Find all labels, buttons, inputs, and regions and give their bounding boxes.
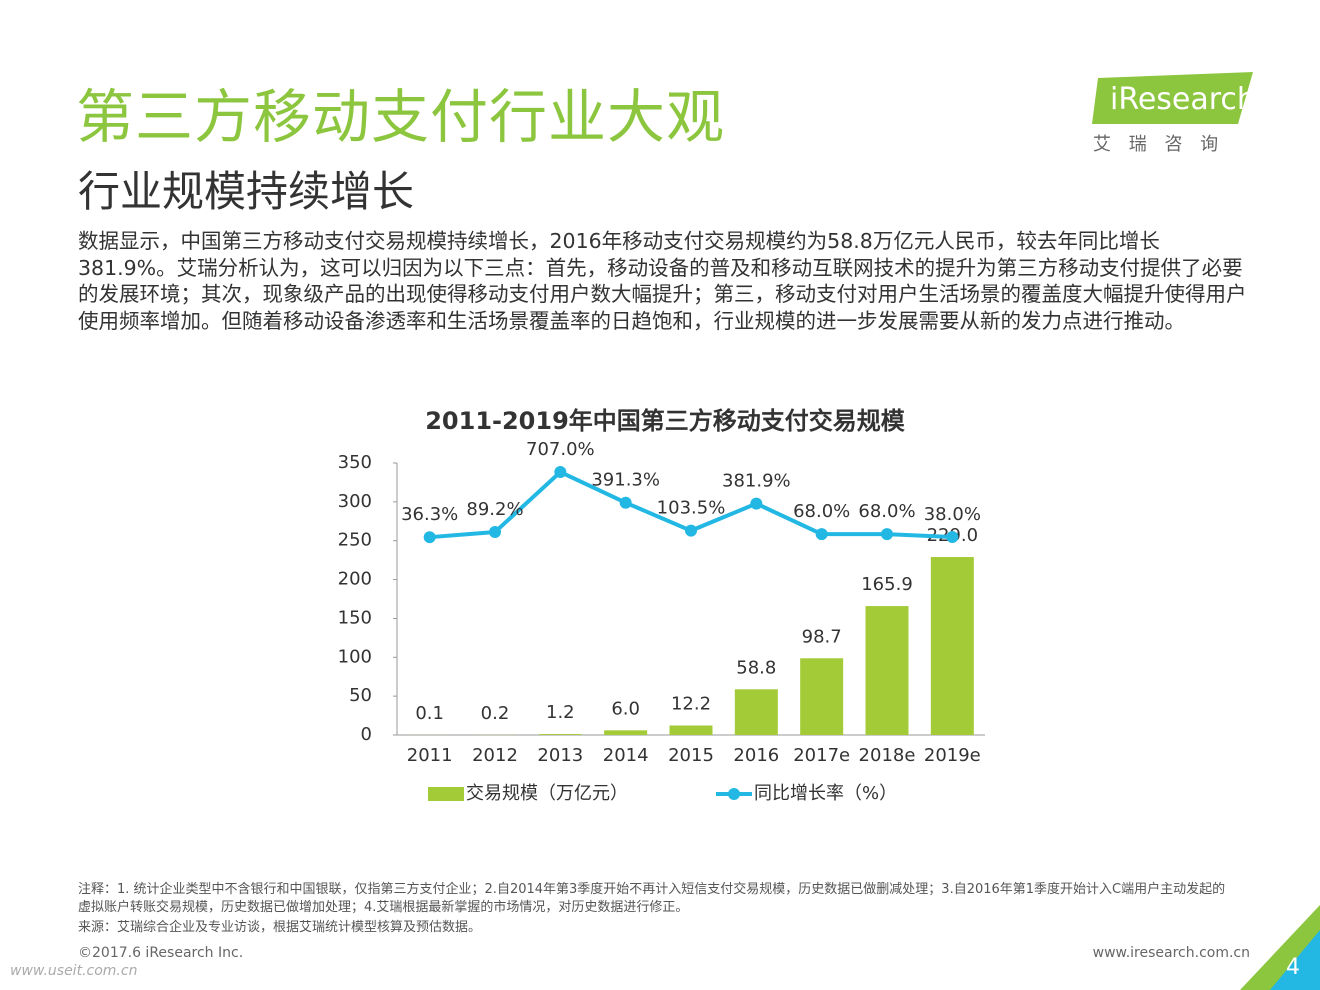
legend-swatch bbox=[728, 788, 740, 800]
x-tick-label: 2016 bbox=[733, 745, 779, 766]
point bbox=[423, 531, 436, 544]
point bbox=[554, 466, 567, 479]
paragraph: 数据显示，中国第三方移动支付交易规模持续增长，2016年移动支付交易规模约为58… bbox=[78, 229, 1247, 333]
data-label: 12.2 bbox=[671, 694, 711, 715]
logo-shape bbox=[1092, 72, 1253, 124]
watermark: www.useit.com.cn bbox=[10, 963, 138, 979]
data-label: 98.7 bbox=[802, 626, 842, 647]
x-tick-label: 2019e bbox=[924, 745, 981, 766]
y-tick-label: 50 bbox=[349, 685, 372, 706]
title: 第三方移动支付行业大观 bbox=[76, 83, 726, 151]
y-tick-label: 300 bbox=[338, 491, 372, 512]
data-label: 707.0% bbox=[526, 439, 595, 460]
y-tick-label: 150 bbox=[338, 607, 372, 628]
point bbox=[946, 531, 959, 544]
data-label: 68.0% bbox=[793, 501, 850, 522]
legend-label: 交易规模（万亿元） bbox=[466, 783, 628, 804]
y-tick-label: 0 bbox=[361, 724, 372, 745]
corner-shape bbox=[1270, 930, 1320, 990]
data-label: 165.9 bbox=[861, 574, 913, 595]
data-label: 58.8 bbox=[736, 657, 776, 678]
bar bbox=[800, 658, 844, 735]
data-label: 1.2 bbox=[546, 702, 575, 723]
x-tick-label: 2017e bbox=[793, 745, 850, 766]
point bbox=[619, 496, 632, 509]
point bbox=[685, 524, 697, 537]
y-tick-label: 250 bbox=[338, 530, 372, 551]
website: www.iresearch.com.cn bbox=[1092, 945, 1250, 961]
x-tick-label: 2018e bbox=[859, 745, 916, 766]
chart-title: 2011-2019年中国第三方移动支付交易规模 bbox=[425, 407, 906, 435]
page-number: 4 bbox=[1286, 955, 1300, 980]
data-label: 89.2% bbox=[466, 499, 523, 520]
y-tick-label: 100 bbox=[338, 646, 372, 667]
x-tick-label: 2011 bbox=[407, 745, 453, 766]
x-tick-label: 2013 bbox=[537, 745, 583, 766]
point bbox=[815, 528, 828, 541]
point bbox=[489, 526, 501, 539]
bar bbox=[669, 725, 713, 735]
point bbox=[750, 497, 763, 510]
copyright: ©2017.6 iResearch Inc. bbox=[78, 945, 244, 961]
legend-label: 同比增长率（%） bbox=[754, 783, 897, 804]
legend-swatch bbox=[428, 787, 464, 801]
logo-text: 艾 瑞 咨 询 bbox=[1093, 134, 1225, 155]
bar bbox=[865, 606, 909, 735]
data-label: 6.0 bbox=[611, 698, 640, 719]
data-label: 381.9% bbox=[722, 471, 791, 492]
point bbox=[881, 528, 893, 541]
bar bbox=[538, 734, 582, 735]
bar bbox=[734, 689, 778, 735]
data-label: 0.1 bbox=[415, 703, 444, 724]
data-label: 0.2 bbox=[481, 703, 510, 724]
logo-brand: iResearch bbox=[1110, 82, 1256, 117]
data-label: 68.0% bbox=[858, 501, 915, 522]
y-tick-label: 200 bbox=[338, 569, 372, 590]
note: 注释：1. 统计企业类型中不含银行和中国银联，仅指第三方支付企业；2.自2014… bbox=[78, 882, 1226, 915]
bar bbox=[930, 557, 974, 735]
data-label: 103.5% bbox=[657, 498, 726, 519]
x-tick-label: 2015 bbox=[668, 745, 714, 766]
data-label: 391.3% bbox=[591, 470, 660, 491]
x-tick-label: 2014 bbox=[603, 745, 649, 766]
source: 来源：艾瑞综合企业及专业访谈，根据艾瑞统计模型核算及预估数据。 bbox=[78, 920, 482, 935]
data-label: 38.0% bbox=[924, 504, 981, 525]
y-tick-label: 350 bbox=[338, 452, 372, 473]
x-tick-label: 2012 bbox=[472, 745, 518, 766]
bar bbox=[604, 730, 648, 735]
subtitle: 行业规模持续增长 bbox=[78, 167, 415, 216]
data-label: 36.3% bbox=[401, 504, 458, 525]
